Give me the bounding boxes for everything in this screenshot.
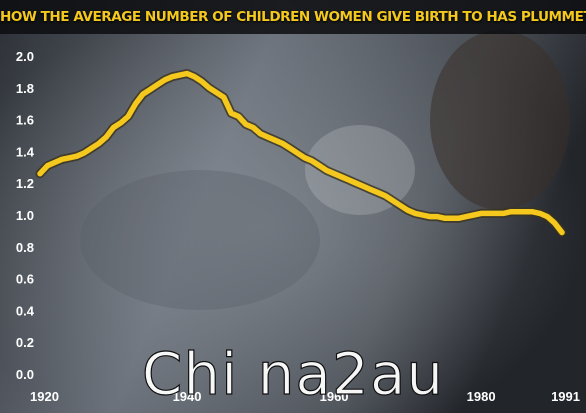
y-tick-label: 1.4 (16, 144, 35, 159)
x-axis: 1920 1940 1960 1980 1991 (30, 389, 580, 404)
x-tick-label: 1980 (467, 389, 496, 404)
y-tick-label: 1.8 (16, 81, 34, 96)
x-tick-label: 1940 (173, 389, 202, 404)
y-tick-label: 1.0 (16, 208, 34, 223)
x-tick-label: 1960 (320, 389, 349, 404)
y-tick-label: 1.6 (16, 113, 34, 128)
x-tick-label: 1991 (551, 389, 580, 404)
series-line (37, 70, 565, 236)
y-tick-label: 2.0 (16, 49, 34, 64)
y-tick-label: 1.2 (16, 176, 34, 191)
x-tick-label: 1920 (30, 389, 59, 404)
y-tick-label: 0.6 (16, 272, 34, 287)
y-tick-label: 0.8 (16, 240, 34, 255)
y-tick-label: 0.4 (16, 303, 35, 318)
y-tick-label: 0.0 (16, 367, 34, 382)
y-tick-label: 0.2 (16, 335, 34, 350)
y-axis: 2.0 1.8 1.6 1.4 1.2 1.0 0.8 0.6 0.4 0.2 0.0 (16, 49, 35, 382)
chart-title: HOW THE AVERAGE NUMBER OF CHILDREN WOMEN… (0, 9, 586, 25)
